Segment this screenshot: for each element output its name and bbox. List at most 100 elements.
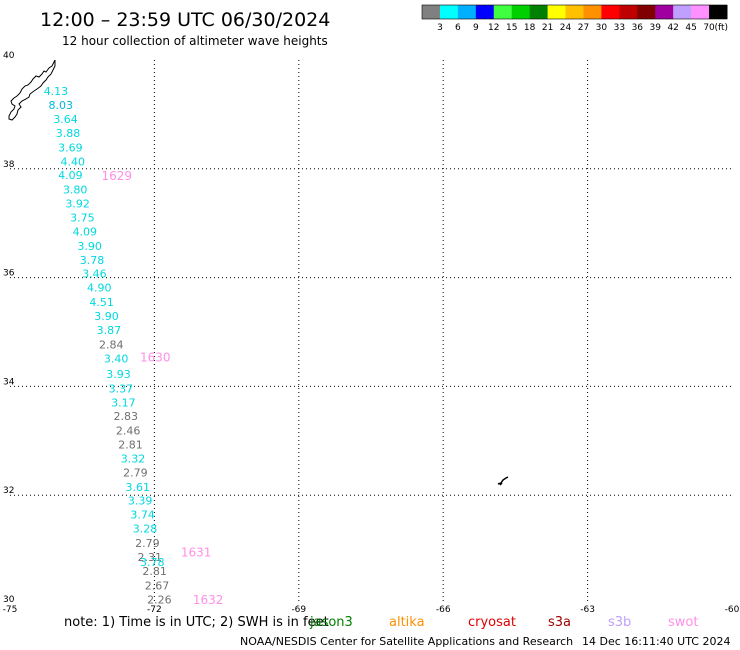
legend-tick-label: 24: [560, 23, 572, 33]
pass-time-label: 1632: [193, 593, 224, 607]
pass-labels: 1629 1630 1631 1632: [101, 169, 223, 607]
map-grid: [10, 60, 732, 604]
lat-tick-label: 32: [3, 486, 14, 496]
wave-height-value: 3.37: [109, 382, 134, 395]
wave-height-value: 3.90: [94, 310, 119, 323]
legend-swatch: [422, 5, 441, 19]
wave-height-value: 2.46: [116, 424, 141, 437]
satellite-label-jason3: jason3: [309, 615, 353, 630]
wave-height-value: 2.84: [99, 338, 124, 351]
wave-height-value: 4.09: [58, 169, 82, 182]
wave-height-value: 3.78: [140, 556, 165, 569]
wave-height-value: 2.83: [113, 410, 138, 423]
legend-tick-label: 45: [685, 23, 696, 33]
pass-time-label: 1631: [181, 546, 212, 560]
legend-swatch: [565, 5, 584, 19]
coastline-feature: [8, 59, 56, 121]
wave-height-value: 3.78: [80, 254, 105, 267]
legend-swatch: [655, 5, 674, 19]
legend-swatch: [709, 5, 728, 19]
wave-height-value: 2.67: [145, 579, 170, 592]
legend-tick-label: 21: [542, 23, 553, 33]
lat-tick-label: 36: [3, 269, 15, 279]
legend-tick-label: 6: [455, 23, 461, 33]
legend-tick-label: 18: [524, 23, 536, 33]
satellite-label-s3b: s3b: [608, 615, 631, 630]
legend-tick-label: 70: [703, 23, 715, 33]
lat-tick-label: 40: [3, 51, 15, 61]
wave-height-value: 4.90: [87, 282, 112, 295]
map-axis-labels: -75 -72 -69 -66 -63 -60 40 38 36 34 32 30: [3, 51, 740, 615]
legend-swatch: [583, 5, 602, 19]
satellite-label-altika: altika: [389, 615, 425, 630]
legend-tick-label: 33: [614, 23, 625, 33]
wave-height-value: 3.75: [70, 212, 95, 225]
pass-time-label: 1629: [101, 169, 132, 183]
wave-height-value: 3.90: [77, 240, 102, 253]
lon-tick-label: -75: [3, 605, 18, 615]
wave-height-value: 2.81: [118, 438, 143, 451]
wave-height-value: 3.93: [106, 368, 130, 381]
color-legend: 3 6 9 12 15 18 21 24 27 30 33 36 39 42 45 70 (ft): [421, 4, 728, 33]
credit-line: NOAA/NESDIS Center for Satellite Applica…: [240, 635, 573, 648]
legend-tick-label: 15: [506, 23, 517, 33]
legend-tick-label: 42: [667, 23, 678, 33]
wave-height-value: 3.92: [65, 197, 90, 210]
wave-height-value: 4.40: [61, 156, 86, 169]
wave-height-value: 3.64: [53, 113, 78, 126]
legend-tick-label: 27: [578, 23, 589, 33]
wave-height-value: 3.80: [63, 183, 88, 196]
satellite-label-cryosat: cryosat: [468, 615, 516, 630]
wave-height-value: 3.69: [58, 141, 82, 154]
lon-tick-label: -60: [725, 605, 740, 615]
wave-height-value: 3.39: [128, 494, 153, 507]
page-title: 12:00 – 23:59 UTC 06/30/2024: [40, 9, 330, 31]
footer-note: note: 1) Time is in UTC; 2) SWH is in fe…: [64, 615, 329, 630]
lon-tick-label: -69: [291, 605, 306, 615]
wave-height-value: 3.40: [104, 352, 129, 365]
wave-height-value: 8.03: [49, 99, 74, 112]
lon-tick-label: -63: [580, 605, 595, 615]
pass-time-label: 1630: [140, 350, 171, 364]
legend-swatch: [493, 5, 513, 19]
legend-swatch: [619, 5, 638, 19]
lat-tick-label: 30: [3, 595, 15, 605]
wave-height-value: 3.17: [111, 397, 136, 410]
wave-height-value: 3.88: [56, 127, 81, 140]
legend-swatch: [673, 5, 692, 19]
legend-swatch: [547, 5, 567, 19]
wave-height-value: 3.46: [82, 268, 107, 281]
wave-height-observations: 4.138.033.643.883.694.404.093.803.923.75…: [44, 85, 172, 607]
legend-swatch: [637, 5, 656, 19]
wave-height-value: 2.79: [135, 537, 160, 550]
wave-height-value: 3.74: [130, 509, 155, 522]
wave-height-value: 3.87: [97, 324, 122, 337]
legend-tick-label: 30: [596, 23, 608, 33]
legend-swatch: [601, 5, 620, 19]
legend-tick-label: 9: [473, 23, 479, 33]
wave-height-value: 4.13: [44, 85, 68, 98]
wave-height-value: 2.81: [142, 565, 167, 578]
legend-tick-label: 3: [437, 23, 443, 33]
legend-tick-label: 12: [488, 23, 499, 33]
island-feature: [497, 476, 509, 486]
legend-swatch: [511, 5, 531, 19]
legend-tick-label: 36: [632, 23, 644, 33]
lon-tick-label: -66: [436, 605, 451, 615]
satellite-label-s3a: s3a: [548, 615, 571, 630]
legend-tick-label: 39: [650, 23, 662, 33]
wave-height-value: 2.79: [123, 467, 148, 480]
legend-swatch: [439, 5, 459, 19]
page-subtitle: 12 hour collection of altimeter wave hei…: [62, 34, 328, 48]
wave-height-value: 4.09: [73, 226, 98, 239]
wave-height-value: 3.32: [121, 453, 146, 466]
satellite-legend: jason3 altika cryosat s3a s3b swot: [309, 615, 698, 630]
wave-height-value: 3.61: [126, 481, 150, 494]
lon-tick-label: -72: [147, 605, 162, 615]
legend-swatch: [457, 5, 477, 19]
lat-tick-label: 38: [3, 160, 15, 170]
generated-timestamp: 14 Dec 16:11:40 UTC 2024: [582, 635, 730, 648]
legend-swatch: [475, 5, 495, 19]
